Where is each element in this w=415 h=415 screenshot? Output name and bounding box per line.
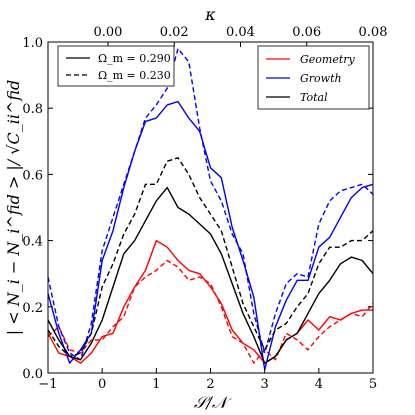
x-tick-label: 5 (369, 377, 377, 392)
top-x-axis-label: κ (204, 5, 216, 24)
series-line-total-solid (47, 186, 374, 364)
y-tick-label: 0.6 (22, 168, 43, 183)
series-line-growth-dashed (47, 47, 374, 361)
ticks-layer (47, 41, 374, 374)
series-line-total-dashed (47, 157, 374, 358)
legend-series-label: Geometry (300, 53, 356, 66)
x-tick-label: 0 (98, 377, 106, 392)
top-x-tick-label: 0.08 (359, 25, 388, 40)
x-tick-label: 1 (152, 377, 160, 392)
top-x-tick-label: 0.02 (160, 25, 189, 40)
y-tick-label: 1.0 (22, 36, 43, 51)
legend-style-label: Ω_m = 0.230 (98, 69, 171, 82)
top-x-tick-label: 0.04 (226, 25, 255, 40)
top-x-tick-label: 0.00 (93, 25, 122, 40)
legend-series-label: Growth (300, 72, 342, 85)
y-tick-label: 0.0 (22, 367, 43, 382)
x-tick-label: 3 (261, 377, 269, 392)
y-axis-label: | < N_i − N_i^fid > |/ √C_ii^fid (4, 80, 23, 336)
x-axis-label: 𝒮/𝒩 (194, 393, 232, 412)
labels-layer: −1 0 1 2 3 4 5 0.0 0.2 0.4 0.6 0.8 1.0 0.00 0.02 0.04 0.… (4, 5, 387, 412)
y-tick-label: 0.4 (22, 235, 43, 250)
y-tick-label: 0.8 (22, 102, 43, 117)
legend-style-box (57, 45, 175, 87)
x-tick-label: −1 (38, 377, 57, 392)
x-tick-label: 2 (206, 377, 214, 392)
legend-series-label: Total (300, 91, 328, 104)
y-tick-label: 0.2 (22, 301, 43, 316)
series-layer (47, 47, 374, 371)
top-x-tick-label: 0.06 (292, 25, 321, 40)
legend-layer: Ω_m = 0.290 Ω_m = 0.230 Geometry Growth Tota… (57, 45, 370, 110)
series-line-geometry-solid (47, 239, 373, 364)
series-line-growth-solid (47, 100, 374, 371)
series-line-geometry-dashed (47, 259, 374, 364)
x-tick-label: 4 (315, 377, 323, 392)
legend-style-label: Ω_m = 0.290 (98, 52, 171, 65)
